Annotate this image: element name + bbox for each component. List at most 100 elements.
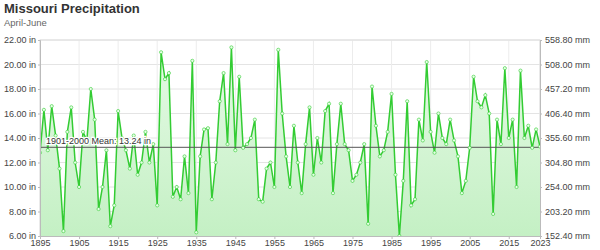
point xyxy=(363,143,366,146)
point xyxy=(531,146,534,149)
point xyxy=(148,161,151,164)
tick-label: 1975 xyxy=(343,238,363,248)
point xyxy=(421,139,424,142)
point xyxy=(269,161,272,164)
plot-area xyxy=(40,46,540,236)
tick: 203.20 mm xyxy=(540,207,590,217)
tick-mark xyxy=(540,236,542,237)
point xyxy=(199,155,202,158)
tick-label: 1945 xyxy=(226,238,246,248)
point xyxy=(62,230,65,233)
tick-mark xyxy=(38,212,40,213)
tick-mark xyxy=(38,236,40,237)
subtitle: April-June xyxy=(4,17,47,28)
tick: 254.00 mm xyxy=(540,182,590,192)
point xyxy=(50,105,53,108)
point xyxy=(402,179,405,182)
point xyxy=(81,130,84,133)
point xyxy=(77,185,80,188)
tick-label: 1915 xyxy=(109,238,129,248)
tick-label: 1995 xyxy=(421,238,441,248)
plot-frame xyxy=(40,40,540,236)
point xyxy=(136,173,139,176)
tick: 2015 xyxy=(499,236,519,248)
point xyxy=(97,207,100,210)
point xyxy=(249,136,252,139)
point xyxy=(339,102,342,105)
point xyxy=(499,143,502,146)
point xyxy=(159,51,162,54)
point xyxy=(355,173,358,176)
tick: 8.00 in xyxy=(9,207,40,217)
point xyxy=(382,149,385,152)
tick: 20.00 in xyxy=(4,60,40,70)
point xyxy=(441,136,444,139)
point xyxy=(367,222,370,225)
tick-label: 18.00 in xyxy=(4,84,36,94)
point xyxy=(394,173,397,176)
tick-label: 12.00 in xyxy=(4,158,36,168)
tick-label: 152.40 mm xyxy=(545,231,590,241)
tick: 1925 xyxy=(148,236,168,248)
tick-mark xyxy=(38,89,40,90)
point xyxy=(93,118,96,121)
point xyxy=(476,100,479,103)
tick-label: 254.00 mm xyxy=(545,182,590,192)
point xyxy=(351,179,354,182)
point xyxy=(390,92,393,95)
point xyxy=(66,130,69,133)
point xyxy=(343,143,346,146)
y-axis: 6.00 in8.00 in10.00 in12.00 in14.00 in16… xyxy=(4,35,41,241)
point xyxy=(488,112,491,115)
tick-label: 304.80 mm xyxy=(545,158,590,168)
point xyxy=(308,106,311,109)
point xyxy=(89,87,92,90)
point xyxy=(464,179,467,182)
point xyxy=(433,151,436,154)
point xyxy=(187,192,190,195)
tick-mark xyxy=(540,40,542,41)
point xyxy=(109,225,112,228)
tick-label: 1965 xyxy=(304,238,324,248)
grid xyxy=(40,40,540,236)
tick: 457.20 mm xyxy=(540,84,590,94)
point xyxy=(452,139,455,142)
tick-mark xyxy=(540,138,542,139)
point xyxy=(300,192,303,195)
point xyxy=(292,124,295,127)
point xyxy=(253,118,256,121)
grid-line-y xyxy=(40,64,540,65)
tick: 1945 xyxy=(226,236,246,248)
point xyxy=(519,69,522,72)
point xyxy=(195,231,198,234)
tick-label: 16.00 in xyxy=(4,109,36,119)
point xyxy=(468,146,471,149)
tick-label: 457.20 mm xyxy=(545,84,590,94)
tick-label: 1905 xyxy=(70,238,90,248)
point xyxy=(456,155,459,158)
point xyxy=(152,143,155,146)
tick: 2005 xyxy=(460,236,480,248)
point xyxy=(163,78,166,81)
point xyxy=(398,234,401,236)
grid-line-y xyxy=(40,89,540,90)
point xyxy=(140,161,143,164)
point xyxy=(273,185,276,188)
point xyxy=(202,128,205,131)
point xyxy=(222,71,225,74)
point xyxy=(124,149,127,152)
tick-label: 22.00 in xyxy=(4,35,36,45)
point xyxy=(218,100,221,103)
tick: 6.00 in xyxy=(9,231,40,241)
axis-line xyxy=(38,41,41,237)
point xyxy=(347,149,350,152)
point xyxy=(320,161,323,164)
axis-line xyxy=(541,41,543,237)
point xyxy=(42,108,45,111)
tick: 508.00 mm xyxy=(540,60,590,70)
tick: 1915 xyxy=(109,236,129,248)
point xyxy=(101,185,104,188)
tick: 406.40 mm xyxy=(540,109,590,119)
tick-label: 1935 xyxy=(187,238,207,248)
mean-label: 1901-2000 Mean: 13.24 in xyxy=(46,136,151,146)
